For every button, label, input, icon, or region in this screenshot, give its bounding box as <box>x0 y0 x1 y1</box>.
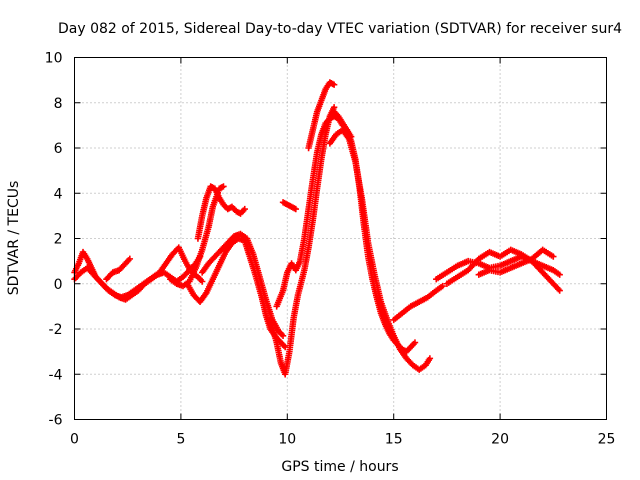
y-tick-label: -4 <box>49 367 63 383</box>
series-17 <box>475 246 557 278</box>
data-point <box>220 183 227 190</box>
x-tick-label: 5 <box>176 432 185 448</box>
series-5 <box>194 183 248 242</box>
data-point <box>198 278 206 285</box>
series-7 <box>198 230 287 339</box>
data-point <box>126 255 134 263</box>
data-point <box>241 205 248 213</box>
data-point <box>550 253 557 260</box>
data-points <box>71 79 563 378</box>
x-tick-label: 25 <box>598 432 616 448</box>
data-point <box>556 287 563 294</box>
x-tick-label: 20 <box>491 432 509 448</box>
data-point <box>556 271 563 278</box>
series-11 <box>305 79 338 152</box>
data-point <box>439 282 446 290</box>
series-3 <box>103 255 134 283</box>
series-12 <box>330 108 419 355</box>
y-tick-label: -2 <box>49 322 63 338</box>
data-point <box>426 355 434 362</box>
y-tick-label: 2 <box>54 232 63 248</box>
chart-title: Day 082 of 2015, Sidereal Day-to-day VTE… <box>58 21 622 37</box>
plot-frame <box>74 57 607 420</box>
data-point <box>279 332 287 339</box>
y-axis-label: SDTVAR / TECUs <box>6 181 22 296</box>
x-tick-label: 10 <box>278 432 296 448</box>
grid <box>74 57 607 420</box>
y-tick-label: 8 <box>54 96 63 112</box>
y-tick-label: 0 <box>54 277 63 293</box>
series-10 <box>279 199 300 213</box>
data-point <box>411 339 419 346</box>
y-tick-label: 10 <box>45 51 63 67</box>
series-8 <box>267 104 338 378</box>
axis-ticks: 0 5 10 15 20 25 -6 -4 -2 0 2 4 6 8 10 <box>45 51 616 448</box>
data-point <box>292 205 300 213</box>
series-13 <box>326 126 434 373</box>
y-tick-label: 4 <box>54 186 63 202</box>
x-tick-label: 15 <box>385 432 403 448</box>
y-tick-label: 6 <box>54 141 63 157</box>
x-tick-label: 0 <box>70 432 79 448</box>
y-tick-label: -6 <box>49 413 63 429</box>
x-axis-label: GPS time / hours <box>281 459 398 475</box>
data-point <box>330 81 338 88</box>
series-14 <box>390 282 446 324</box>
